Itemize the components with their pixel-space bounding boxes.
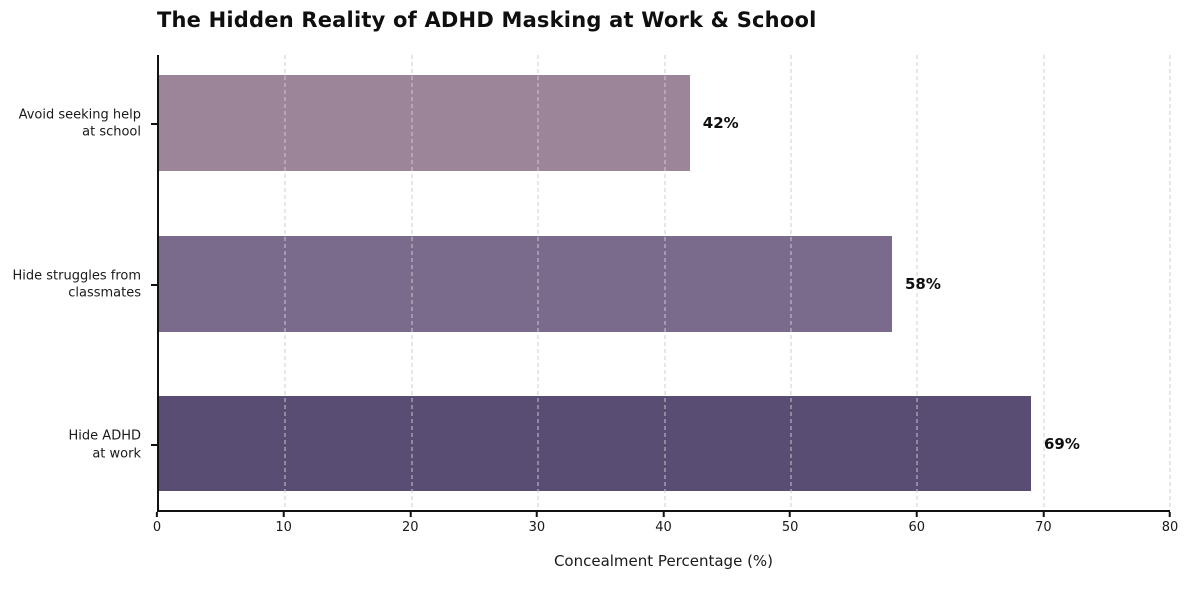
chart-title: The Hidden Reality of ADHD Masking at Wo… xyxy=(157,8,817,32)
x-tick-40: 40 xyxy=(655,512,672,535)
y-tick-label-1: Hide struggles from classmates xyxy=(12,268,142,301)
x-tick-mark-20 xyxy=(409,512,412,517)
gridline-60 xyxy=(916,55,918,510)
x-tick-50: 50 xyxy=(781,512,799,535)
y-axis: Avoid seeking help at school Hide struggl… xyxy=(0,55,157,512)
x-tick-70: 70 xyxy=(1035,512,1052,535)
x-tick-mark-0 xyxy=(156,512,158,517)
bar-0 xyxy=(159,75,690,172)
gridline-30 xyxy=(537,55,539,510)
bar-value-label-0: 42% xyxy=(702,114,739,133)
gridline-50 xyxy=(790,55,792,510)
y-tick-mark-1 xyxy=(151,283,157,286)
bar-1 xyxy=(159,236,892,332)
x-tick-mark-10 xyxy=(282,512,285,517)
x-tick-mark-30 xyxy=(535,512,538,517)
x-axis-label: Concealment Percentage (%) xyxy=(553,552,774,570)
x-tick-label-20: 20 xyxy=(401,520,419,535)
x-tick-mark-40 xyxy=(662,512,665,517)
x-tick-80: 80 xyxy=(1161,512,1179,535)
gridline-20 xyxy=(411,55,413,510)
bar-2 xyxy=(159,395,1031,492)
x-tick-mark-80 xyxy=(1168,512,1171,517)
x-tick-20: 20 xyxy=(402,512,419,535)
gridline-10 xyxy=(284,55,286,510)
x-tick-30: 30 xyxy=(528,512,546,535)
gridline-80 xyxy=(1169,55,1171,510)
x-tick-0: 0 xyxy=(153,512,161,535)
gridline-70 xyxy=(1043,55,1045,510)
x-tick-label-40: 40 xyxy=(655,520,672,535)
gridline-40 xyxy=(664,55,665,510)
x-tick-10: 10 xyxy=(275,512,292,535)
x-tick-label-50: 50 xyxy=(781,520,799,535)
x-tick-label-0: 0 xyxy=(152,520,162,535)
x-tick-mark-60 xyxy=(915,512,918,517)
bar-value-label-2: 69% xyxy=(1043,434,1080,453)
x-tick-mark-50 xyxy=(789,512,792,517)
y-tick-mark-2 xyxy=(151,444,157,447)
x-tick-label-30: 30 xyxy=(528,520,546,535)
x-axis: 0 10 20 30 40 50 60 70 80 xyxy=(153,512,1178,554)
x-tick-label-60: 60 xyxy=(908,520,926,535)
y-tick-mark-0 xyxy=(151,122,157,125)
plot-area: 42% 58% 69% xyxy=(157,55,1171,512)
y-tick-label-2: Hide ADHD at work xyxy=(68,428,141,462)
x-tick-label-10: 10 xyxy=(275,520,292,535)
x-tick-mark-70 xyxy=(1042,512,1045,517)
x-tick-label-80: 80 xyxy=(1161,520,1179,535)
x-tick-60: 60 xyxy=(908,512,925,535)
bar-value-label-1: 58% xyxy=(904,274,941,293)
y-tick-label-0: Avoid seeking help at school xyxy=(18,107,141,140)
x-tick-label-70: 70 xyxy=(1035,520,1052,535)
